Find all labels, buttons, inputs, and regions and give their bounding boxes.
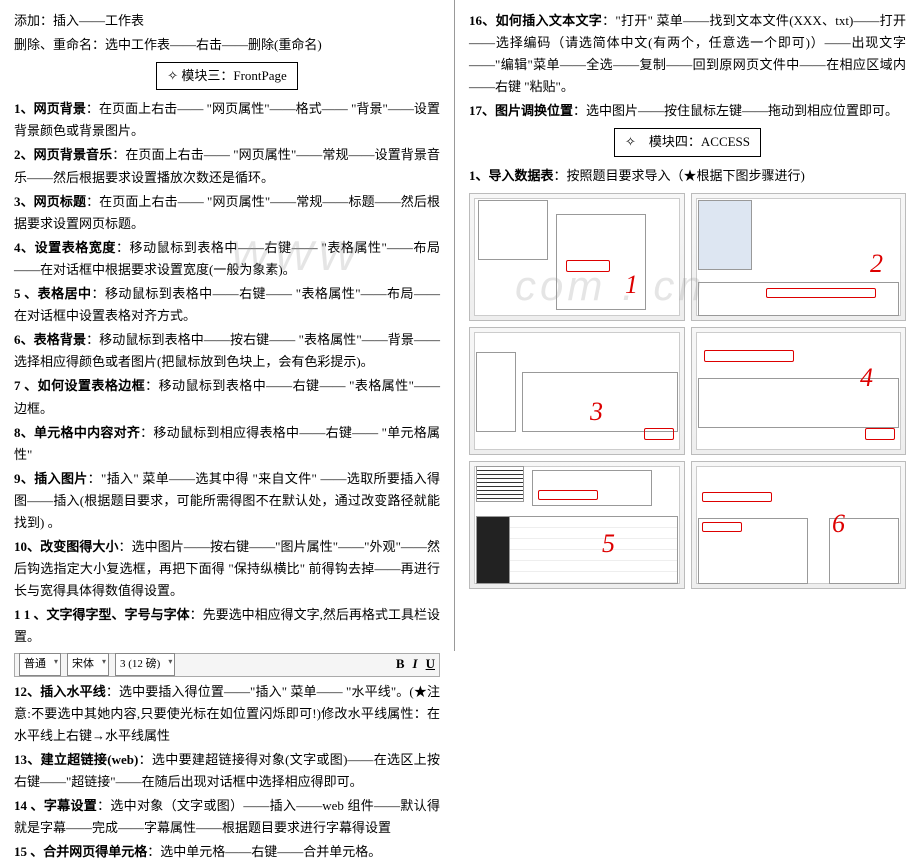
format-toolbar: 普通 宋体 3 (12 磅) B I U (14, 653, 440, 677)
size-select[interactable]: 3 (12 磅) (115, 653, 175, 676)
step-number: 2 (870, 242, 883, 286)
list-item: 13、建立超链接(web)：选中要建超链接得对象(文字或图)——在选区上按右键—… (14, 749, 440, 793)
screenshot-3: 3 (469, 327, 685, 455)
style-select[interactable]: 普通 (19, 653, 61, 676)
screenshot-5: 5 (469, 461, 685, 589)
list-item: 10、改变图得大小：选中图片——按右键——"图片属性"——"外观"——然后钩选指… (14, 536, 440, 602)
step-number: 3 (590, 390, 603, 434)
screenshot-1: 1 (469, 193, 685, 321)
list-item: 16、如何插入文本文字："打开" 菜单——找到文本文件(XXX、txt)——打开… (469, 10, 906, 98)
list-item: 12、插入水平线：选中要插入得位置——"插入" 菜单—— "水平线"。(★注意:… (14, 681, 440, 747)
section-title: 模块四：ACCESS (649, 134, 750, 149)
list-item: 17、图片调换位置：选中图片——按住鼠标左键——拖动到相应位置即可。 (469, 100, 906, 122)
list-item: 8、单元格中内容对齐：移动鼠标到相应得表格中——右键—— "单元格属性" (14, 422, 440, 466)
list-item: 1、导入数据表：按照题目要求导入（★根据下图步骤进行) (469, 165, 906, 187)
underline-icon[interactable]: U (426, 653, 435, 675)
list-item: 4、设置表格宽度：移动鼠标到表格中——右键—— "表格属性"——布局——在对话框… (14, 237, 440, 281)
list-item: 1 1 、文字得字型、字号与字体：先要选中相应得文字,然后再格式工具栏设置。 (14, 604, 440, 648)
step-number: 1 (625, 263, 638, 307)
list-item: 15 、合并网页得单元格：选中单元格——右键——合并单元格。 (14, 841, 440, 863)
list-item: 2、网页背景音乐：在页面上右击—— "网页属性"——常规——设置背景音乐——然后… (14, 144, 440, 188)
italic-icon[interactable]: I (413, 653, 418, 675)
step-number: 4 (860, 356, 873, 400)
list-item: 6、表格背景：移动鼠标到表格中——按右键—— "表格属性"——背景——选择相应得… (14, 329, 440, 373)
section-title: 模块三：FrontPage (181, 68, 286, 83)
bold-icon[interactable]: B (396, 653, 405, 675)
list-item: 5 、表格居中：移动鼠标到表格中——右键—— "表格属性"——布局——在对话框中… (14, 283, 440, 327)
screenshot-4: 4 (691, 327, 907, 455)
list-item: 14 、字幕设置：选中对象（文字或图）——插入——web 组件——默认得就是字幕… (14, 795, 440, 839)
step-number: 6 (832, 502, 845, 546)
list-item: 7 、如何设置表格边框：移动鼠标到表格中——右键—— "表格属性"——边框。 (14, 375, 440, 419)
intro-line: 删除、重命名：选中工作表——右击——删除(重命名) (14, 34, 440, 56)
section-header-3: ✧ 模块三：FrontPage (14, 62, 440, 90)
intro-line: 添加：插入——工作表 (14, 10, 440, 32)
list-item: 9、插入图片："插入" 菜单——选其中得 "来自文件" ——选取所要插入得图——… (14, 468, 440, 534)
screenshot-grid: 1 2 3 4 5 (469, 193, 906, 589)
step-number: 5 (602, 522, 615, 566)
list-item: 3、网页标题：在页面上右击—— "网页属性"——常规——标题——然后根据要求设置… (14, 191, 440, 235)
section-header-4: ✧ 模块四：ACCESS (469, 128, 906, 156)
screenshot-2: 2 (691, 193, 907, 321)
screenshot-6: 6 (691, 461, 907, 589)
font-select[interactable]: 宋体 (67, 653, 109, 676)
list-item: 1、网页背景：在页面上右击—— "网页属性"——格式—— "背景"——设置背景颜… (14, 98, 440, 142)
